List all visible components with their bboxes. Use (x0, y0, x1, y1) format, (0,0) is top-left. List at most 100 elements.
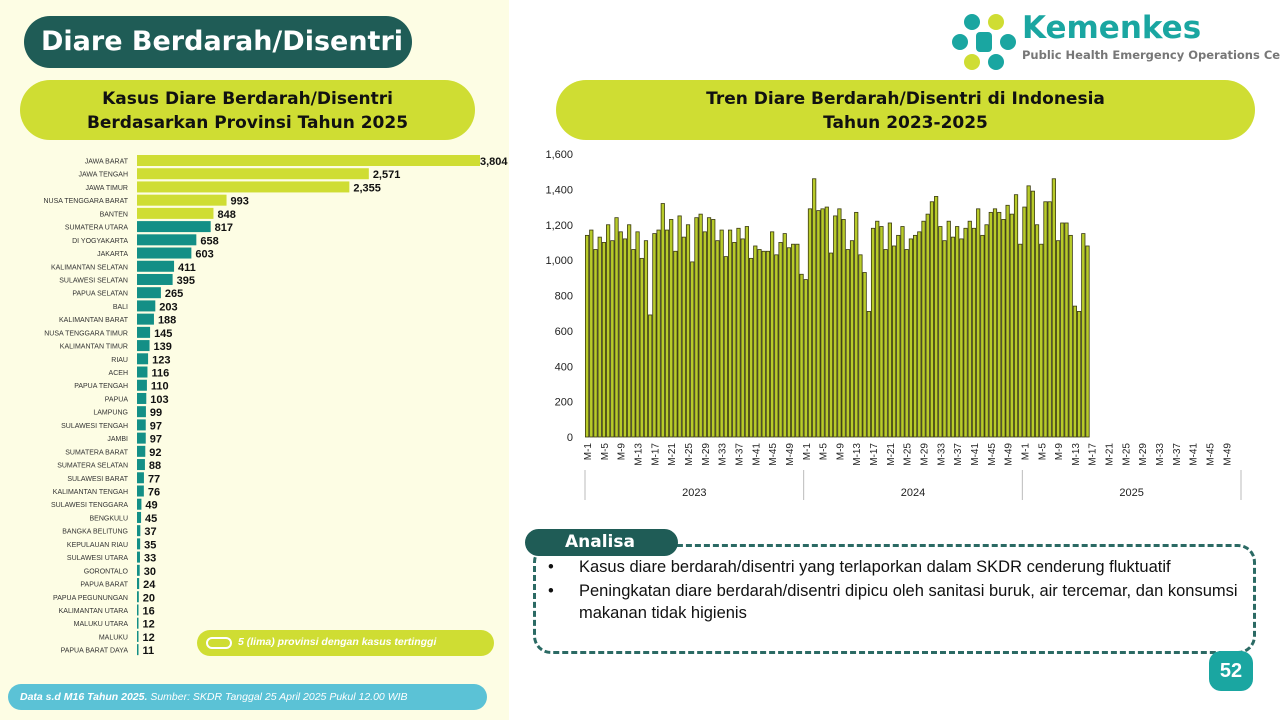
province-bar (137, 326, 151, 338)
province-value-label: 11 (143, 645, 155, 657)
province-bar (137, 273, 173, 285)
trend-bar (727, 229, 733, 438)
province-bar (137, 498, 142, 510)
trend-bar (1013, 194, 1019, 438)
province-value-label: 3,804 (480, 156, 508, 168)
province-value-label: 123 (152, 354, 170, 366)
province-bar (137, 340, 150, 352)
trend-bar (782, 233, 787, 438)
trend-bar (774, 254, 779, 438)
x-tick-label: M-5 (1037, 443, 1048, 461)
trend-bar (841, 219, 846, 438)
province-label: RIAU (111, 357, 128, 364)
province-value-label: 99 (150, 407, 162, 419)
province-value-label: 203 (159, 301, 177, 313)
x-tick-label: M-9 (617, 443, 628, 461)
y-tick-label: 200 (555, 397, 573, 409)
x-tick-label: M-45 (768, 443, 779, 466)
province-label: DI YOGYAKARTA (72, 238, 128, 245)
province-bar (137, 181, 350, 193)
trend-bar (875, 220, 880, 438)
provinsi-chart-title-line1: Kasus Diare Berdarah/Disentri (102, 89, 393, 109)
province-value-label: 817 (215, 222, 233, 234)
province-value-label: 37 (144, 526, 156, 538)
trend-bar (1001, 219, 1006, 438)
province-bar (137, 366, 148, 378)
page-title: Diare Berdarah/Disentri (24, 16, 412, 68)
trend-bar (622, 238, 628, 438)
province-value-label: 20 (143, 592, 155, 604)
province-value-label: 2,571 (373, 169, 401, 181)
province-value-label: 188 (158, 315, 176, 327)
province-bar (137, 511, 142, 523)
y-tick-label: 1,400 (545, 184, 573, 196)
province-label: PAPUA PEGUNUNGAN (53, 595, 128, 602)
trend-bar (711, 219, 716, 438)
source-footer: Data s.d M16 Tahun 2025. Sumber: SKDR Ta… (8, 684, 487, 710)
province-value-label: 24 (143, 579, 156, 591)
province-bar (137, 353, 149, 365)
provinsi-bar-chart: JAWA BARAT 3,804 JAWA TENGAH 2,571 JAWA TIMU… (43, 155, 508, 657)
province-label: PAPUA SELATAN (72, 291, 128, 298)
x-tick-label: M-25 (684, 443, 695, 466)
province-bar (137, 194, 227, 206)
x-tick-label: M-41 (1189, 443, 1200, 466)
province-bar (137, 578, 140, 590)
trend-bar (698, 213, 703, 438)
trend-bar (1018, 243, 1023, 438)
trend-bar (992, 208, 998, 438)
trend-bar (652, 233, 657, 438)
trend-bar (736, 227, 741, 438)
province-bar (137, 234, 197, 246)
province-value-label: 92 (149, 447, 161, 459)
trend-bar (967, 220, 972, 438)
trend-bar (870, 227, 876, 438)
trend-bar (1064, 222, 1069, 438)
analisa-box (533, 544, 1256, 654)
trend-chart-title-line2: Tahun 2023-2025 (823, 113, 988, 133)
x-tick-label: M-13 (852, 443, 863, 466)
trend-bar (719, 229, 724, 438)
province-value-label: 35 (144, 539, 156, 551)
trend-bar (976, 208, 981, 438)
province-label: BENGKULU (89, 515, 128, 522)
trend-bar (723, 256, 728, 438)
trend-bar (1055, 240, 1061, 438)
province-label: MALUKU UTARA (74, 621, 129, 628)
trend-bar (891, 245, 897, 438)
trend-bar (803, 279, 808, 438)
province-value-label: 139 (154, 341, 172, 353)
trend-bar (664, 229, 670, 438)
trend-bar (908, 238, 913, 438)
trend-bar (828, 252, 834, 438)
province-label: PAPUA BARAT (80, 582, 128, 589)
province-label: SUMATERA BARAT (65, 449, 128, 456)
trend-bar (862, 272, 867, 438)
province-bar (137, 406, 146, 418)
trend-bar (942, 240, 947, 438)
trend-bar (589, 229, 594, 438)
kemenkes-logo-icon (952, 14, 1016, 70)
trend-bar (601, 242, 607, 438)
province-label: JAMBI (107, 436, 128, 443)
trend-bar (1009, 213, 1014, 438)
trend-bar (648, 314, 653, 438)
x-tick-label: M-41 (751, 443, 762, 466)
province-label: KALIMANTAN BARAT (59, 317, 129, 324)
trend-bar (690, 261, 695, 438)
trend-bar (770, 231, 775, 438)
analisa-item-text: Kasus diare berdarah/disentri yang terla… (579, 558, 1171, 576)
trend-bar (610, 240, 615, 438)
x-tick-label: M-9 (1054, 443, 1065, 461)
trend-bar (988, 211, 993, 438)
trend-bar (929, 201, 935, 438)
x-tick-label: M-5 (819, 443, 830, 461)
province-bar (137, 551, 140, 563)
province-bar (137, 525, 141, 537)
x-tick-label: M-17 (1088, 443, 1099, 466)
trend-bar (765, 250, 771, 438)
analisa-item: • Kasus diare berdarah/disentri yang terl… (548, 556, 1248, 578)
province-label: SULAWESI BARAT (67, 476, 128, 483)
trend-bar (984, 224, 989, 438)
x-tick-label: M-13 (1071, 443, 1082, 466)
